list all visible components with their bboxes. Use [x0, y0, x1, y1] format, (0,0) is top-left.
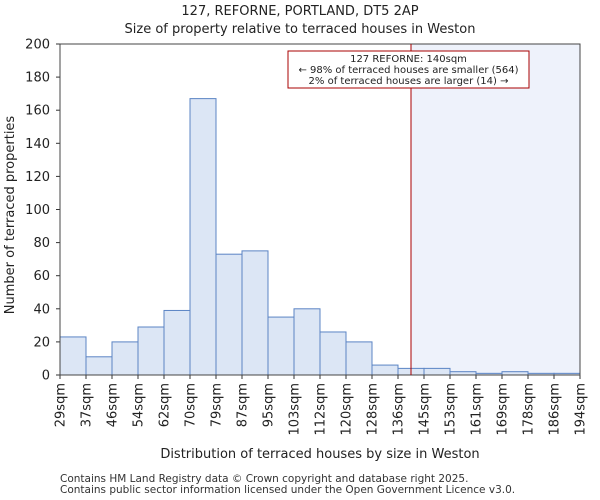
chart-subtitle: Size of property relative to terraced ho… — [124, 22, 476, 37]
x-tick-label: 120sqm — [340, 383, 355, 436]
y-tick-label: 120 — [25, 170, 50, 185]
bar-46sqm — [111, 341, 139, 376]
bar-54sqm — [137, 326, 165, 376]
annotation-box: 127 REFORNE: 140sqm ← 98% of terraced ho… — [287, 50, 530, 89]
x-tick-label: 54sqm — [132, 383, 147, 427]
x-tick-label: 194sqm — [574, 383, 589, 436]
annotation-line-1: 127 REFORNE: 140sqm — [350, 54, 467, 65]
bar-95sqm — [267, 316, 295, 376]
x-tick-label: 29sqm — [54, 383, 69, 427]
bar-128sqm — [371, 364, 399, 376]
x-tick-label: 178sqm — [522, 383, 537, 436]
y-tick-label: 0 — [42, 369, 50, 384]
y-tick-label: 20 — [33, 335, 50, 350]
plot-frame — [59, 43, 581, 376]
y-tick-label: 160 — [25, 104, 50, 119]
bar-29sqm — [59, 336, 87, 376]
y-tick-label: 40 — [33, 302, 50, 317]
x-tick-label: 95sqm — [262, 383, 277, 427]
y-tick-label: 60 — [33, 269, 50, 284]
footer-line-2: Contains public sector information licen… — [60, 484, 516, 496]
x-tick-label: 70sqm — [184, 383, 199, 427]
bar-103sqm — [293, 308, 321, 376]
bar-37sqm — [85, 356, 113, 376]
x-tick-label: 145sqm — [418, 383, 433, 436]
x-tick-label: 62sqm — [158, 383, 173, 427]
x-tick-label: 161sqm — [470, 383, 485, 436]
chart-title: 127, REFORNE, PORTLAND, DT5 2AP — [181, 4, 419, 19]
x-tick-label: 46sqm — [106, 383, 121, 427]
bar-112sqm — [319, 331, 347, 376]
x-tick-label: 128sqm — [366, 383, 381, 436]
bar-79sqm — [215, 253, 243, 376]
x-tick-label: 186sqm — [548, 383, 563, 436]
x-tick-label: 87sqm — [236, 383, 251, 427]
footer-line-1: Contains HM Land Registry data © Crown c… — [60, 473, 469, 485]
x-tick-label: 136sqm — [392, 383, 407, 436]
x-axis-label: Distribution of terraced houses by size … — [160, 447, 479, 462]
y-tick-label: 80 — [33, 236, 50, 251]
bar-120sqm — [345, 341, 373, 376]
x-tick-label: 79sqm — [210, 383, 225, 427]
bar-70sqm — [189, 98, 217, 376]
y-tick-label: 180 — [25, 71, 50, 86]
x-tick-label: 112sqm — [314, 383, 329, 436]
y-tick-label: 200 — [25, 38, 50, 53]
bar-145sqm — [423, 367, 451, 376]
annotation-line-3: 2% of terraced houses are larger (14) → — [309, 76, 509, 87]
x-tick-label: 103sqm — [288, 383, 303, 436]
x-tick-label: 153sqm — [444, 383, 459, 436]
y-tick-label: 140 — [25, 137, 50, 152]
x-tick-label: 37sqm — [80, 383, 95, 427]
annotation-line-2: ← 98% of terraced houses are smaller (56… — [298, 65, 518, 76]
y-axis-label: Number of terraced properties — [3, 116, 18, 315]
y-tick-label: 100 — [25, 203, 50, 218]
annotation-frame — [287, 50, 530, 89]
larger-properties-region — [411, 44, 580, 375]
x-tick-label: 169sqm — [496, 383, 511, 436]
bar-62sqm — [163, 309, 191, 376]
bar-87sqm — [241, 250, 269, 376]
